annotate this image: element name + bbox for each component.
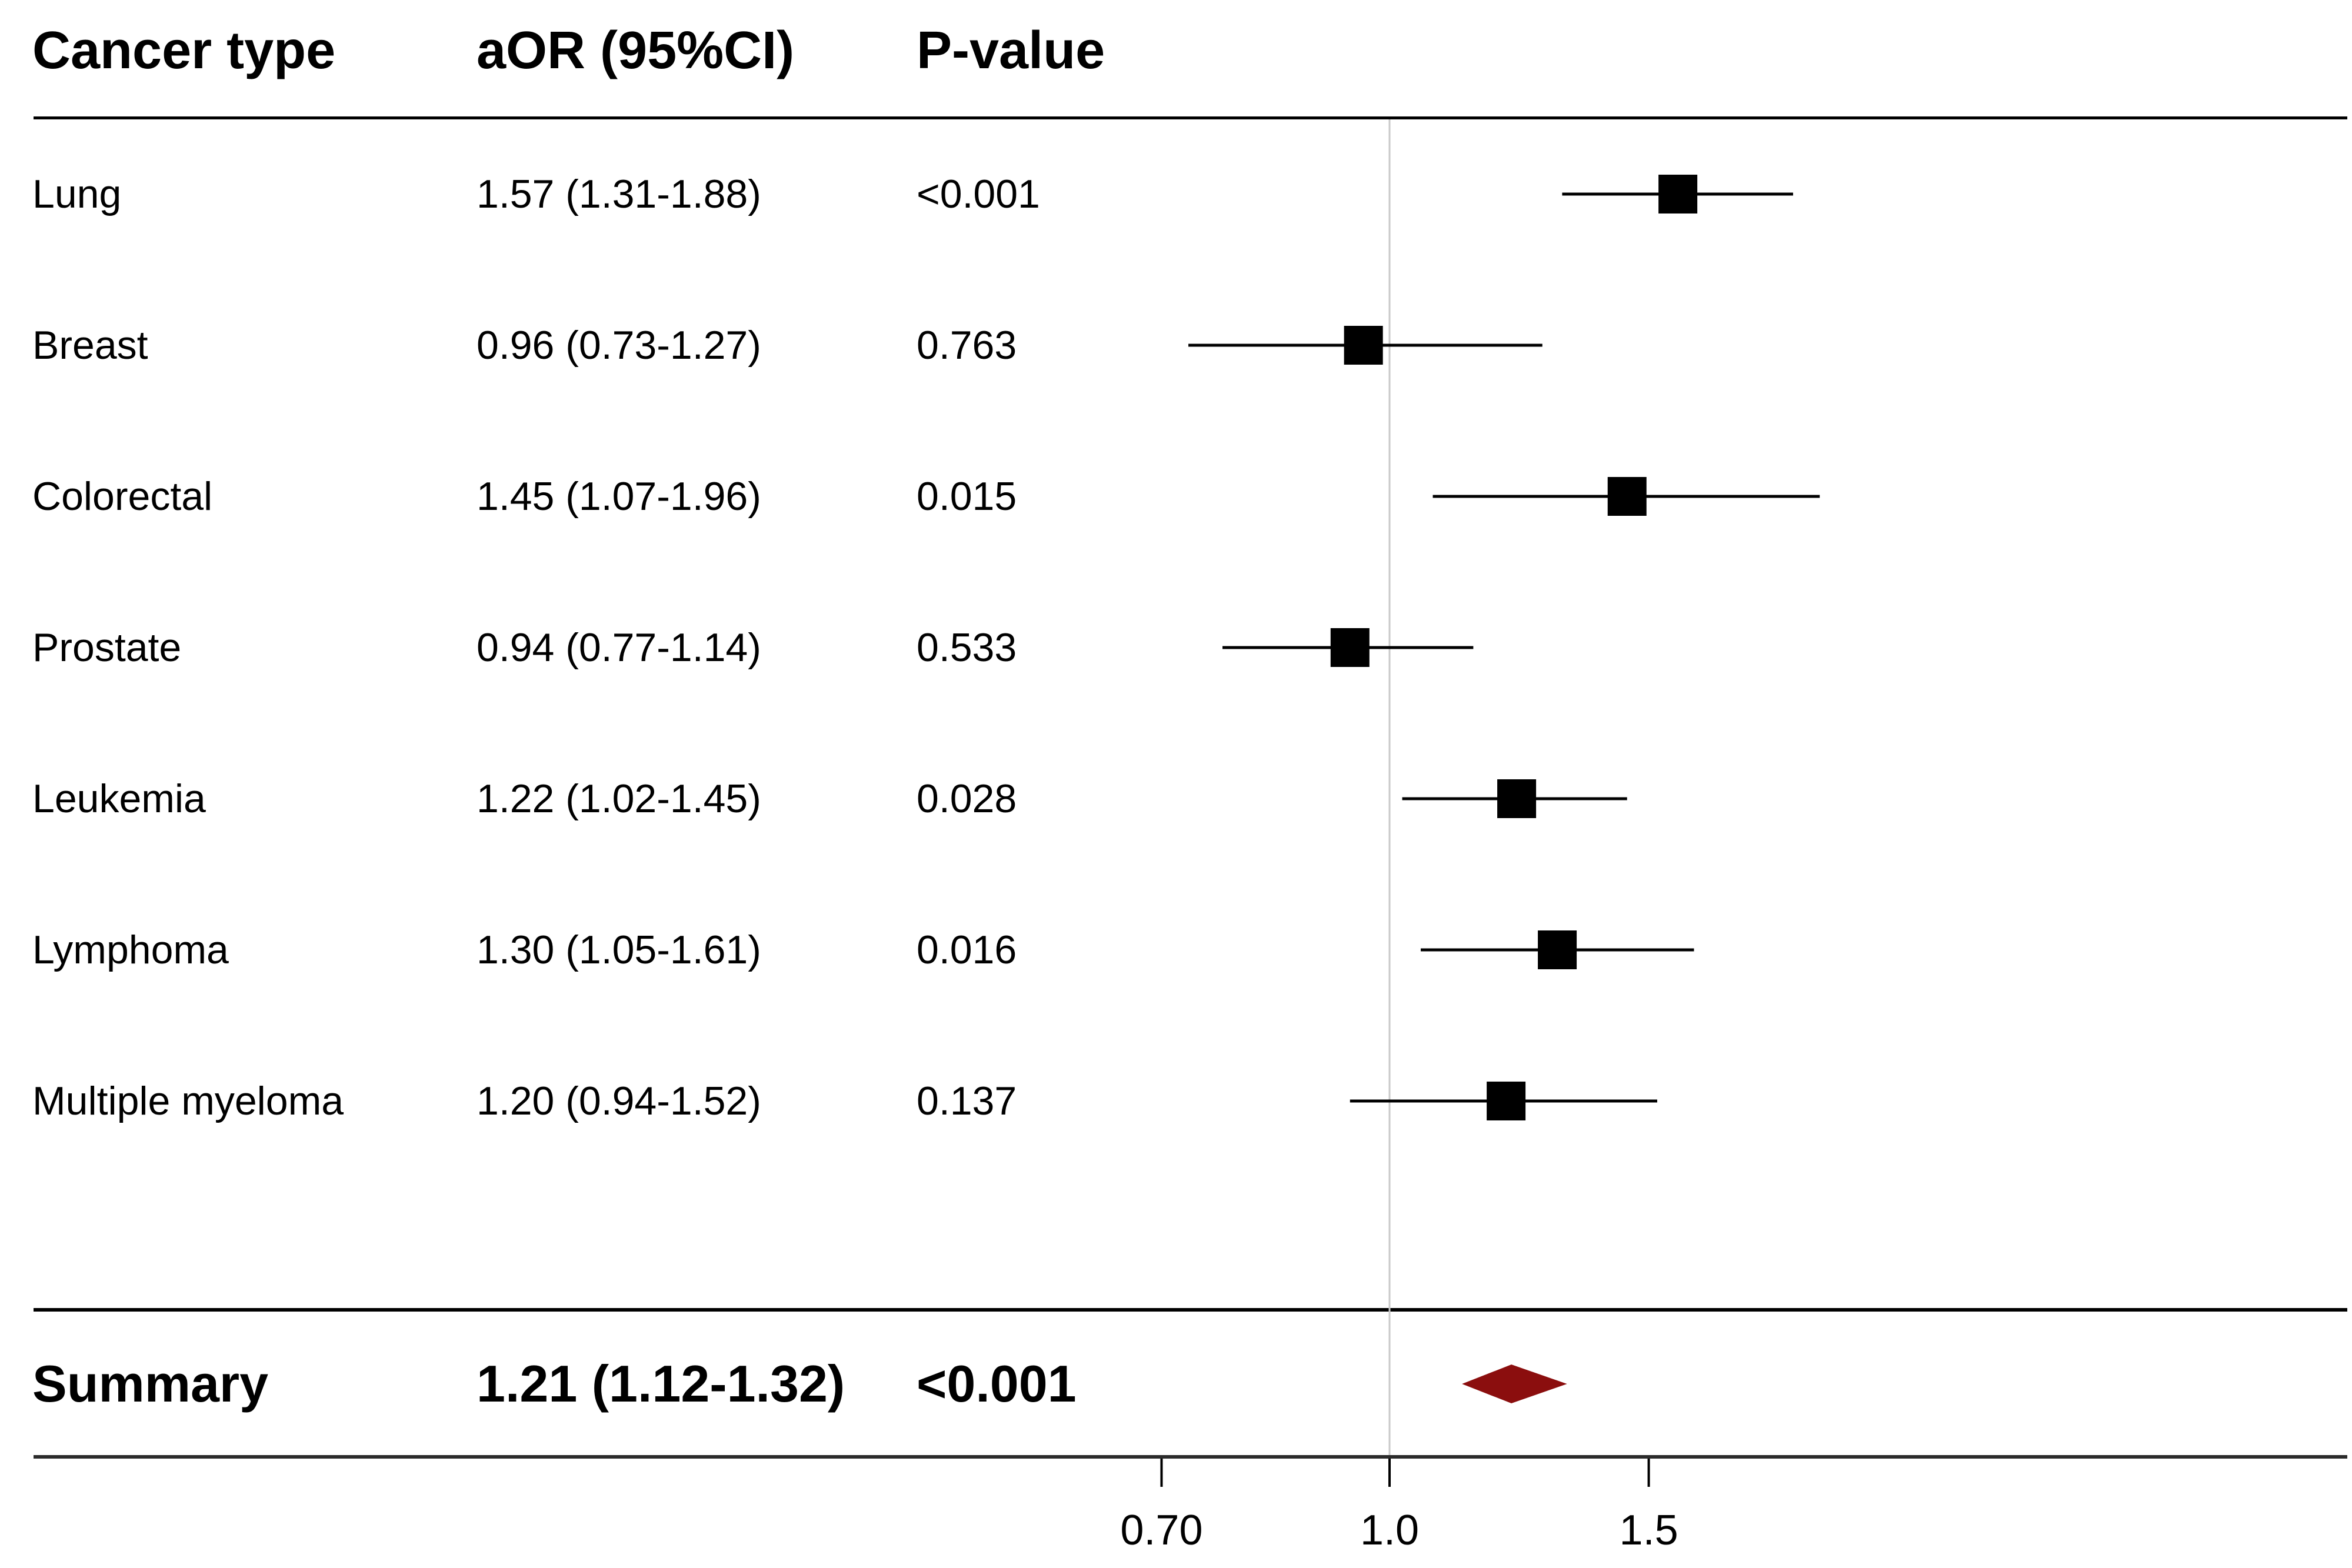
- effect-square: [1658, 175, 1698, 213]
- top-rule: [34, 116, 2347, 119]
- summary-row-label: Summary: [32, 1355, 269, 1413]
- row-pvalue: 0.028: [917, 776, 1017, 821]
- row-aor-value: 1.30 (1.05-1.61): [477, 928, 761, 972]
- effect-square: [1538, 930, 1577, 969]
- summary-aor-value: 1.21 (1.12-1.32): [477, 1355, 845, 1413]
- row-pvalue: 0.016: [917, 928, 1017, 972]
- row-aor-value: 1.45 (1.07-1.96): [477, 474, 761, 519]
- row-pvalue: 0.137: [917, 1079, 1017, 1123]
- axis-tick-label: 1.5: [1619, 1507, 1678, 1554]
- effect-square: [1607, 477, 1647, 516]
- row-aor-value: 1.57 (1.31-1.88): [477, 172, 761, 216]
- axis-tick-label: 1.0: [1360, 1507, 1420, 1554]
- effect-square: [1487, 1082, 1526, 1120]
- axis-tick: [1160, 1459, 1163, 1487]
- x-axis-line: [34, 1455, 2347, 1459]
- row-pvalue: 0.763: [917, 323, 1017, 368]
- axis-tick: [1647, 1459, 1650, 1487]
- column-header-aor: aOR (95%CI): [477, 21, 795, 80]
- summary-pvalue: <0.001: [917, 1355, 1077, 1413]
- row-pvalue: 0.533: [917, 625, 1017, 670]
- column-header-pvalue: P-value: [917, 21, 1105, 80]
- row-label: Lung: [32, 172, 122, 216]
- row-pvalue: 0.015: [917, 474, 1017, 519]
- row-label: Colorectal: [32, 474, 213, 519]
- axis-tick: [1388, 1459, 1391, 1487]
- row-aor-value: 1.20 (0.94-1.52): [477, 1079, 761, 1123]
- row-label: Prostate: [32, 625, 182, 670]
- effect-square: [1497, 779, 1537, 818]
- row-aor-value: 0.96 (0.73-1.27): [477, 323, 761, 368]
- row-label: Leukemia: [32, 776, 206, 821]
- summary-diamond: [1462, 1365, 1567, 1403]
- row-label: Breast: [32, 323, 148, 368]
- effect-square: [1330, 628, 1370, 667]
- column-header-cancer-type: Cancer type: [32, 21, 336, 80]
- summary-divider-rule: [34, 1308, 2347, 1312]
- effect-square: [1344, 326, 1383, 365]
- row-label: Lymphoma: [32, 928, 229, 972]
- row-label: Multiple myeloma: [32, 1079, 344, 1123]
- row-pvalue: <0.001: [917, 172, 1040, 216]
- row-aor-value: 1.22 (1.02-1.45): [477, 776, 761, 821]
- axis-tick-label: 0.70: [1120, 1507, 1203, 1554]
- row-aor-value: 0.94 (0.77-1.14): [477, 625, 761, 670]
